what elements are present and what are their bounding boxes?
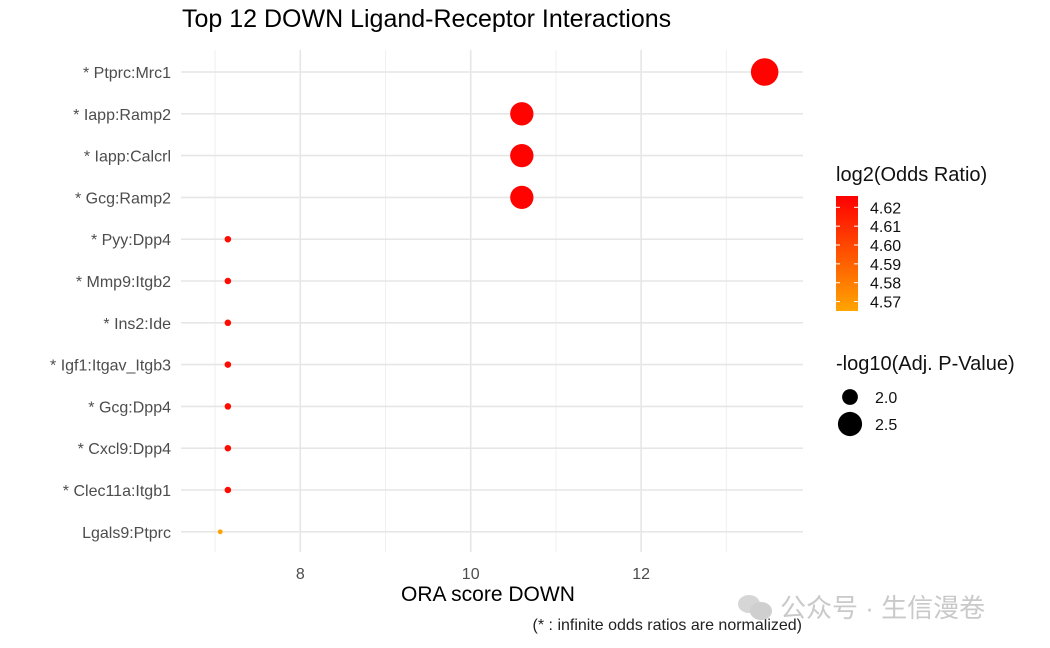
chart-caption: (* : infinite odds ratios are normalized… (532, 617, 802, 634)
color-legend-label: 4.62 (870, 200, 901, 217)
y-tick-label: * Mmp9:Itgb2 (76, 274, 171, 291)
y-tick-label: * Clec11a:Itgb1 (63, 483, 171, 500)
data-point (224, 235, 232, 243)
x-tick-label: 8 (296, 566, 305, 583)
y-tick-label: * Gcg:Ramp2 (75, 190, 171, 207)
y-tick-label: * Igf1:Itgav_Itgb3 (50, 358, 171, 375)
watermark-text: 公众号 · 生信漫卷 (780, 593, 986, 623)
chart-title: Top 12 DOWN Ligand-Receptor Interactions (182, 5, 672, 33)
data-point (510, 143, 534, 168)
data-point (224, 319, 232, 327)
data-point (224, 403, 232, 410)
y-tick-label: * Ptprc:Mrc1 (83, 65, 171, 82)
y-tick-label: * Pyy:Dpp4 (91, 232, 171, 249)
data-point (224, 486, 232, 494)
size-legend-key (837, 411, 863, 437)
data-point (224, 444, 232, 452)
color-legend-label: 4.59 (870, 257, 901, 274)
size-legend-title: -log10(Adj. P-Value) (836, 353, 1015, 375)
color-legend-bar (836, 196, 858, 311)
color-legend-label: 4.60 (870, 238, 901, 255)
data-point (510, 185, 534, 210)
data-point (217, 529, 223, 535)
data-point (510, 102, 534, 126)
data-point (224, 277, 232, 285)
watermark: 公众号 · 生信漫卷 (738, 588, 985, 625)
x-tick-label: 10 (462, 566, 480, 583)
y-tick-label: * Gcg:Dpp4 (88, 399, 171, 416)
color-legend-label: 4.57 (870, 295, 901, 312)
x-axis-label: ORA score DOWN (401, 583, 575, 606)
color-legend-label: 4.58 (870, 276, 901, 293)
size-legend-label: 2.0 (875, 390, 897, 407)
y-tick-label: Lgals9:Ptprc (82, 525, 171, 542)
data-point (224, 361, 232, 368)
y-tick-label: * Cxcl9:Dpp4 (78, 441, 171, 458)
y-tick-label: * Iapp:Calcrl (84, 149, 171, 166)
color-legend-title: log2(Odds Ratio) (836, 164, 988, 186)
size-legend-key (842, 389, 858, 405)
data-point (750, 58, 779, 86)
size-legend-label: 2.5 (875, 417, 897, 434)
y-tick-label: * Iapp:Ramp2 (73, 107, 171, 124)
x-tick-label: 12 (632, 566, 650, 583)
color-legend-label: 4.61 (870, 219, 901, 236)
y-tick-label: * Ins2:Ide (103, 316, 171, 333)
wechat-icon (738, 593, 774, 621)
